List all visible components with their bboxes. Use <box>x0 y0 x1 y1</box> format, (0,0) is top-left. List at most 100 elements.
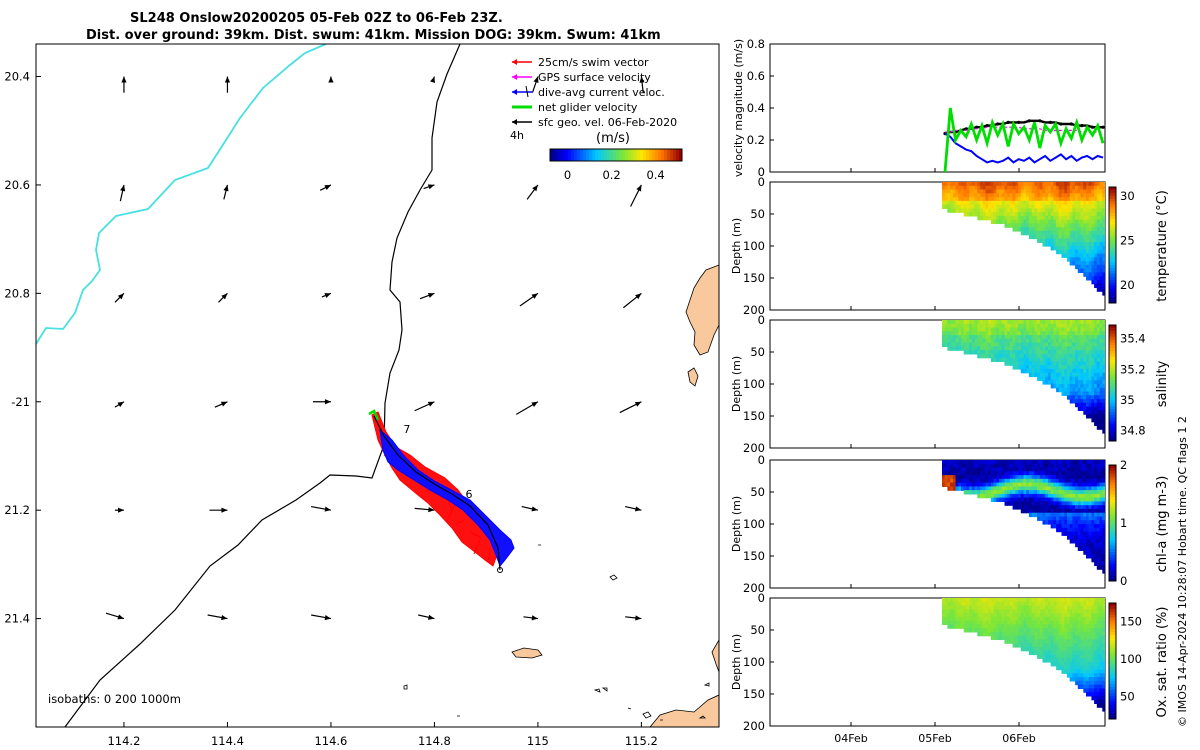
section-cell <box>1045 380 1049 385</box>
section-cell <box>974 197 978 202</box>
section-cell <box>1026 361 1030 366</box>
section-cell <box>1058 501 1063 506</box>
section-cell <box>990 338 995 344</box>
section-cell <box>971 189 976 194</box>
section-cell <box>1094 182 1098 187</box>
section-cell <box>985 475 989 480</box>
section-cell <box>966 463 970 469</box>
section-cell <box>993 624 997 629</box>
section-cell <box>942 605 946 610</box>
section-cell <box>1004 497 1008 502</box>
section-cell <box>1102 688 1105 693</box>
section-cell <box>1050 361 1054 366</box>
section-colorbar-segment <box>1109 508 1116 512</box>
section-colorbar-segment <box>1109 380 1116 384</box>
section-cell <box>1075 531 1079 536</box>
section-cell <box>961 323 965 329</box>
section-cell <box>1091 384 1095 389</box>
section-cell <box>1026 508 1030 514</box>
section-cell <box>1088 598 1092 603</box>
section-cell <box>1050 497 1054 502</box>
section-cell <box>1088 346 1092 351</box>
section-cell <box>1077 478 1082 484</box>
legend-label: 25cm/s swim vector <box>538 56 649 69</box>
section-cell <box>1083 624 1087 629</box>
section-cell <box>1061 331 1065 336</box>
section-cell <box>1086 204 1090 209</box>
section-cell <box>1099 365 1103 370</box>
section-cell <box>1018 323 1022 329</box>
section-cell <box>1056 598 1060 603</box>
section-cell <box>955 327 959 332</box>
section-cell <box>1102 669 1105 674</box>
section-cell <box>1042 353 1046 359</box>
section-cell <box>1099 520 1103 525</box>
section-cell <box>977 193 981 198</box>
section-cell <box>1037 471 1041 476</box>
section-cell <box>1102 227 1105 232</box>
section-cell <box>1096 478 1101 484</box>
section-cell <box>1072 208 1076 213</box>
section-cell <box>985 628 989 633</box>
section-cell <box>977 320 981 325</box>
section-cell <box>1096 338 1101 344</box>
section-cell <box>1048 613 1052 618</box>
section-cell <box>1099 338 1103 344</box>
section-cell <box>1075 380 1079 385</box>
section-cell <box>1099 215 1103 221</box>
section-cell <box>1088 658 1092 663</box>
section-cell <box>1075 631 1079 637</box>
section-cell <box>1061 234 1065 240</box>
section-cell <box>1067 501 1071 506</box>
section-cell <box>1102 287 1105 292</box>
section-cell <box>1094 261 1098 266</box>
section-colorbar-segment <box>1109 342 1116 346</box>
section-cell <box>969 346 973 351</box>
section-cell <box>1018 335 1022 340</box>
section-colorbar-segment <box>1109 692 1116 697</box>
colorbar-segment <box>616 149 620 161</box>
section-cell <box>1075 535 1079 540</box>
section-cell <box>1001 189 1006 194</box>
section-cell <box>1086 215 1090 221</box>
section-cell <box>942 463 946 469</box>
section-cell <box>1031 650 1035 656</box>
section-cell <box>947 338 951 344</box>
section-cell <box>1050 193 1054 198</box>
section-cell <box>990 189 995 194</box>
section-cell <box>1028 497 1033 502</box>
section-cell <box>1031 219 1035 224</box>
section-cell <box>1061 227 1065 232</box>
section-cell <box>1045 635 1049 640</box>
section-cell <box>1028 605 1033 610</box>
section-cell <box>1004 361 1008 366</box>
section-cell <box>1034 338 1038 344</box>
section-colorbar-segment <box>1109 359 1116 364</box>
section-cell <box>993 609 997 614</box>
section-cell <box>1048 372 1052 378</box>
section-cell <box>1088 605 1092 610</box>
section-cell <box>1088 467 1092 472</box>
section-cell <box>1028 490 1033 495</box>
section-cell <box>1091 395 1095 400</box>
section-cell <box>1048 338 1052 344</box>
section-cell <box>947 200 951 206</box>
section-cell <box>1080 335 1084 340</box>
section-cell <box>1083 193 1087 198</box>
section-cell <box>1072 631 1076 637</box>
section-cell <box>1009 463 1014 469</box>
section-cell <box>1007 624 1011 629</box>
section-cell <box>1061 460 1065 465</box>
section-cell <box>1064 234 1068 240</box>
section-cell <box>1050 372 1054 378</box>
section-cell <box>1075 261 1079 266</box>
section-cell <box>980 350 984 355</box>
section-cell <box>1088 542 1092 548</box>
section-cell <box>1088 185 1092 191</box>
section-cell <box>1094 463 1098 469</box>
section-cell <box>1091 246 1095 251</box>
section-cell <box>1099 197 1103 202</box>
section-cell <box>1028 639 1033 644</box>
section-cell <box>1077 482 1082 487</box>
section-cell <box>1083 677 1087 682</box>
